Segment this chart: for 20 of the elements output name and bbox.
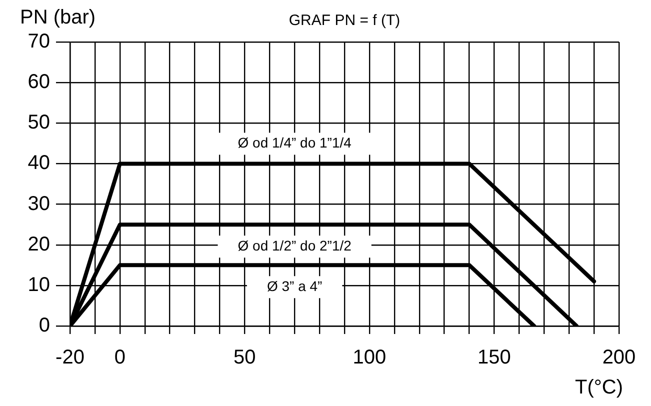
x-tick-label: 100	[352, 346, 386, 369]
y-tick-label: 20	[28, 233, 50, 256]
x-tick-label: 0	[114, 346, 126, 369]
series-label: Ø od 1/4” do 1”1/4	[238, 134, 352, 151]
y-tick-label: 60	[28, 71, 50, 94]
y-tick-label: 70	[28, 30, 50, 53]
y-tick-label: 40	[28, 152, 50, 174]
series-label: Ø od 1/2” do 2”1/2	[238, 237, 352, 254]
x-axis-title: T(°C)	[575, 376, 623, 399]
y-axis-title: PN (bar)	[20, 6, 96, 29]
y-tick-label: 10	[28, 274, 50, 296]
y-tick-label: 30	[28, 192, 50, 215]
x-tick-label: -20	[56, 346, 84, 369]
y-tick-label: 0	[38, 314, 50, 337]
x-tick-label: 200	[602, 346, 636, 369]
series-label: Ø 3” a 4”	[266, 278, 323, 294]
y-tick-label: 50	[28, 112, 50, 134]
x-tick-label: 50	[234, 346, 256, 369]
chart-title: GRAF PN = f (T)	[288, 12, 400, 30]
x-tick-label: 150	[478, 346, 511, 369]
